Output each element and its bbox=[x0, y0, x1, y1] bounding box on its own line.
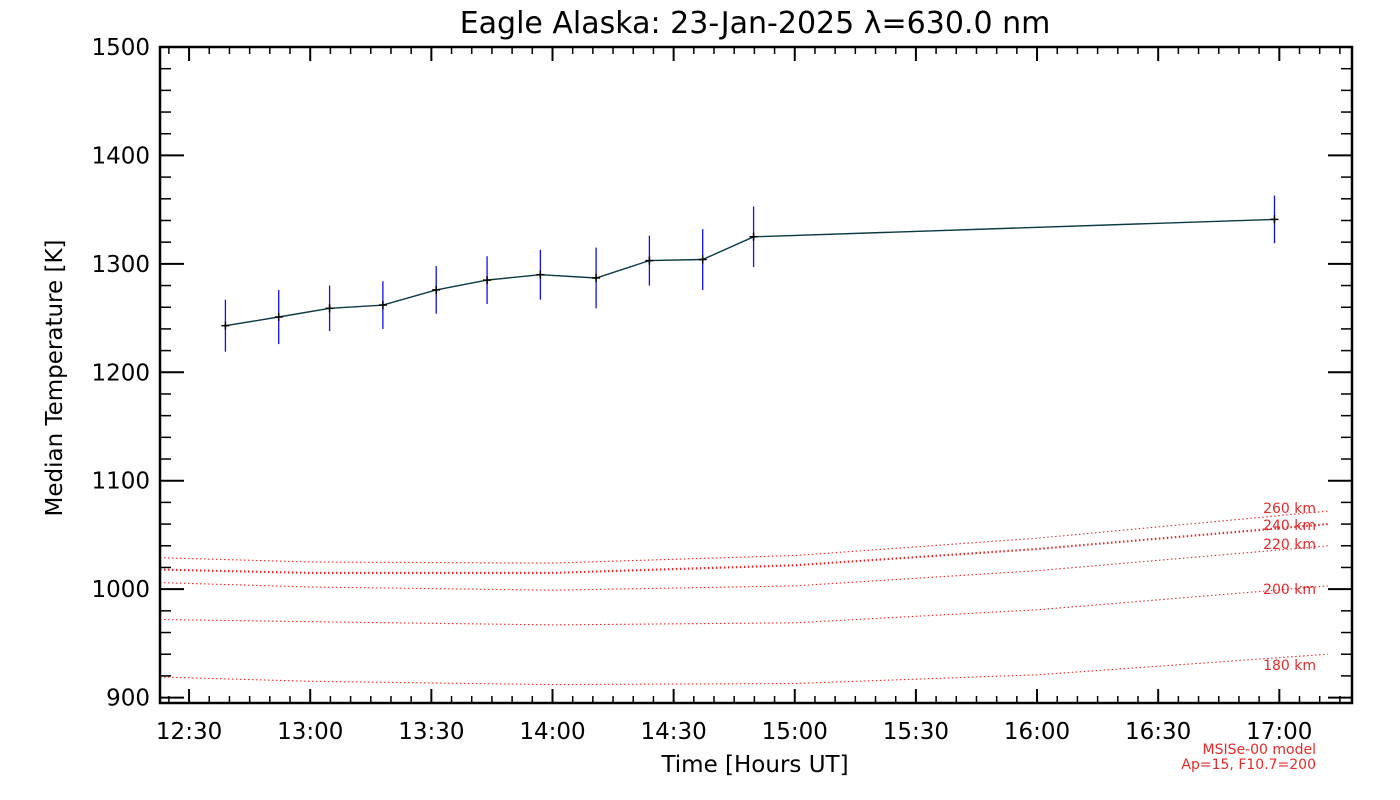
model-curve bbox=[159, 523, 1328, 574]
data-point bbox=[645, 256, 654, 265]
x-tick-label: 13:00 bbox=[277, 719, 343, 745]
data-point bbox=[483, 276, 492, 285]
model-curve bbox=[159, 510, 1328, 564]
model-curve-label: 240 km bbox=[1263, 518, 1316, 534]
y-tick-label: 1100 bbox=[91, 469, 150, 495]
x-tick-label: 12:30 bbox=[156, 719, 222, 745]
x-tick-label: 13:30 bbox=[398, 719, 464, 745]
data-point bbox=[536, 270, 545, 279]
data-point bbox=[432, 285, 441, 294]
model-curve bbox=[159, 545, 1328, 591]
data-point bbox=[325, 304, 334, 313]
data-point bbox=[1270, 215, 1279, 224]
y-tick-label: 1200 bbox=[91, 360, 150, 386]
x-tick-label: 14:30 bbox=[640, 719, 706, 745]
x-tick-label: 16:00 bbox=[1004, 719, 1070, 745]
data-point bbox=[592, 273, 601, 282]
x-tick-label: 17:00 bbox=[1246, 719, 1312, 745]
data-point bbox=[378, 301, 387, 310]
data-point bbox=[221, 321, 230, 330]
data-series bbox=[221, 195, 1279, 352]
data-point bbox=[274, 312, 283, 321]
x-tick-label: 15:00 bbox=[762, 719, 828, 745]
y-tick-label: 1300 bbox=[91, 252, 150, 278]
axes: 12:30 13:00 13:30 14:00 14:30 15:00 15:30 16:00… bbox=[91, 35, 1354, 745]
model-curve bbox=[159, 585, 1328, 626]
x-tick-label: 15:30 bbox=[883, 719, 949, 745]
y-tick-label: 900 bbox=[106, 686, 150, 712]
x-tick-label: 16:30 bbox=[1125, 719, 1191, 745]
model-curve-label: 220 km bbox=[1263, 537, 1316, 553]
model-curve bbox=[159, 653, 1328, 686]
y-tick-label: 1000 bbox=[91, 577, 150, 603]
y-axis-label: Median Temperature [K] bbox=[42, 240, 68, 517]
model-note-line-2: Ap=15, F10.7=200 bbox=[1181, 757, 1316, 773]
model-note-line-1: MSISe-00 model bbox=[1202, 742, 1316, 758]
plot-frame bbox=[158, 45, 1354, 705]
model-curve-label: 180 km bbox=[1263, 658, 1316, 674]
data-point bbox=[698, 255, 707, 264]
x-tick-label: 14:00 bbox=[519, 719, 585, 745]
model-curve-label: 200 km bbox=[1263, 582, 1316, 598]
model-curve-label: 260 km bbox=[1263, 501, 1316, 517]
y-tick-label: 1400 bbox=[91, 143, 150, 169]
y-tick-label: 1500 bbox=[91, 35, 150, 61]
series-line bbox=[225, 218, 1275, 327]
chart-title: Eagle Alaska: 23-Jan-2025 λ=630.0 nm bbox=[460, 6, 1051, 41]
data-point bbox=[749, 232, 758, 241]
x-axis-label: Time [Hours UT] bbox=[660, 752, 848, 778]
